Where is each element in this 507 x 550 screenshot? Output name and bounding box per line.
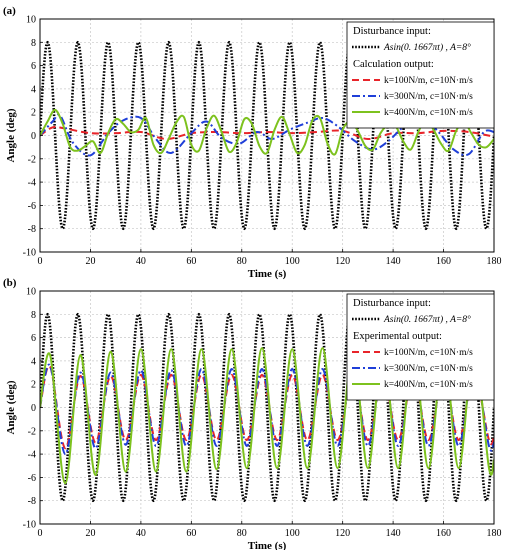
x-tick-label: 160 <box>436 528 451 539</box>
x-tick-label: 20 <box>85 528 95 539</box>
legend-output-heading: Calculation output: <box>353 59 434 70</box>
series-line-3 <box>40 347 494 485</box>
legend-input-entry: Asin(0. 1667πt) , A=8° <box>383 42 471 53</box>
x-tick-label: 180 <box>487 528 502 539</box>
x-tick-label: 40 <box>136 528 146 539</box>
y-tick-label: -10 <box>23 248 36 259</box>
x-tick-label: 160 <box>436 256 451 267</box>
x-tick-label: 20 <box>85 256 95 267</box>
legend: Disturbance input: Asin(0. 1667πt) , A=8°… <box>346 21 495 129</box>
y-tick-label: -8 <box>28 496 36 507</box>
legend-input-heading: Disturbance input: <box>353 26 431 37</box>
y-tick-label: -2 <box>28 154 36 165</box>
panel-label: (b) <box>3 277 17 289</box>
x-tick-label: 100 <box>285 256 300 267</box>
y-tick-label: -4 <box>28 450 36 461</box>
legend-entry-1: k=100N/m, c=10N·m/s <box>384 76 473 86</box>
x-tick-label: 80 <box>237 528 247 539</box>
y-tick-label: 10 <box>26 15 36 26</box>
legend-box <box>346 293 495 401</box>
x-tick-label: 60 <box>186 528 196 539</box>
y-tick-label: 6 <box>31 61 36 72</box>
y-tick-label: 4 <box>31 356 36 367</box>
x-tick-label: 120 <box>335 256 350 267</box>
chart-panel-b: 0 20 40 60 80 100 120 140 160 180 -10 -8 -6 -4 -2 0 2 4 6 8… <box>3 277 502 550</box>
legend-entry-3: k=400N/m, c=10N·m/s <box>384 380 473 390</box>
panel-label: (a) <box>3 5 16 17</box>
x-tick-label: 100 <box>285 528 300 539</box>
legend-entry-2: k=300N/m, c=10N·m/s <box>384 364 473 374</box>
y-tick-label: 2 <box>31 380 36 391</box>
x-tick-label: 40 <box>136 256 146 267</box>
legend-input-heading: Disturbance input: <box>353 298 431 309</box>
legend-input-entry: Asin(0. 1667πt) , A=8° <box>383 314 471 325</box>
chart-panel-a: 0 20 40 60 80 100 120 140 160 180 -10 -8 -6 -4 -2 0 2 4 6 8… <box>3 5 502 280</box>
x-tick-label: 140 <box>386 528 401 539</box>
y-tick-label: -4 <box>28 178 36 189</box>
y-axis-label: Angle (deg) <box>5 108 17 162</box>
y-tick-label: 2 <box>31 108 36 119</box>
x-axis-label: Time (s) <box>248 540 287 550</box>
legend-box <box>346 21 495 129</box>
legend-output-heading: Experimental output: <box>353 331 442 342</box>
y-tick-label: 0 <box>31 131 36 142</box>
x-tick-label: 0 <box>38 528 43 539</box>
y-tick-label: -8 <box>28 224 36 235</box>
y-tick-label: 0 <box>31 403 36 414</box>
y-tick-label: -6 <box>28 201 36 212</box>
y-tick-label: 4 <box>31 84 36 95</box>
x-tick-label: 120 <box>335 528 350 539</box>
y-tick-label: -10 <box>23 520 36 531</box>
y-tick-label: 10 <box>26 287 36 298</box>
y-axis-label: Angle (deg) <box>5 380 17 434</box>
y-tick-label: 8 <box>31 38 36 49</box>
y-tick-label: -2 <box>28 426 36 437</box>
y-tick-label: 6 <box>31 333 36 344</box>
series-line-2 <box>40 363 494 456</box>
series-group <box>40 313 494 502</box>
x-tick-label: 60 <box>186 256 196 267</box>
y-tick-label: -6 <box>28 473 36 484</box>
series-line-3 <box>40 108 494 156</box>
legend-entry-2: k=300N/m, c=10N·m/s <box>384 92 473 102</box>
x-axis-label: Time (s) <box>248 268 287 280</box>
x-tick-label: 80 <box>237 256 247 267</box>
legend: Disturbance input: Asin(0. 1667πt) , A=8°… <box>346 293 495 401</box>
x-tick-label: 140 <box>386 256 401 267</box>
legend-entry-3: k=400N/m, c=10N·m/s <box>384 108 473 118</box>
x-tick-label: 180 <box>487 256 502 267</box>
legend-entry-1: k=100N/m, c=10N·m/s <box>384 348 473 358</box>
x-tick-label: 0 <box>38 256 43 267</box>
y-tick-label: 8 <box>31 310 36 321</box>
series-line-1 <box>40 125 494 141</box>
